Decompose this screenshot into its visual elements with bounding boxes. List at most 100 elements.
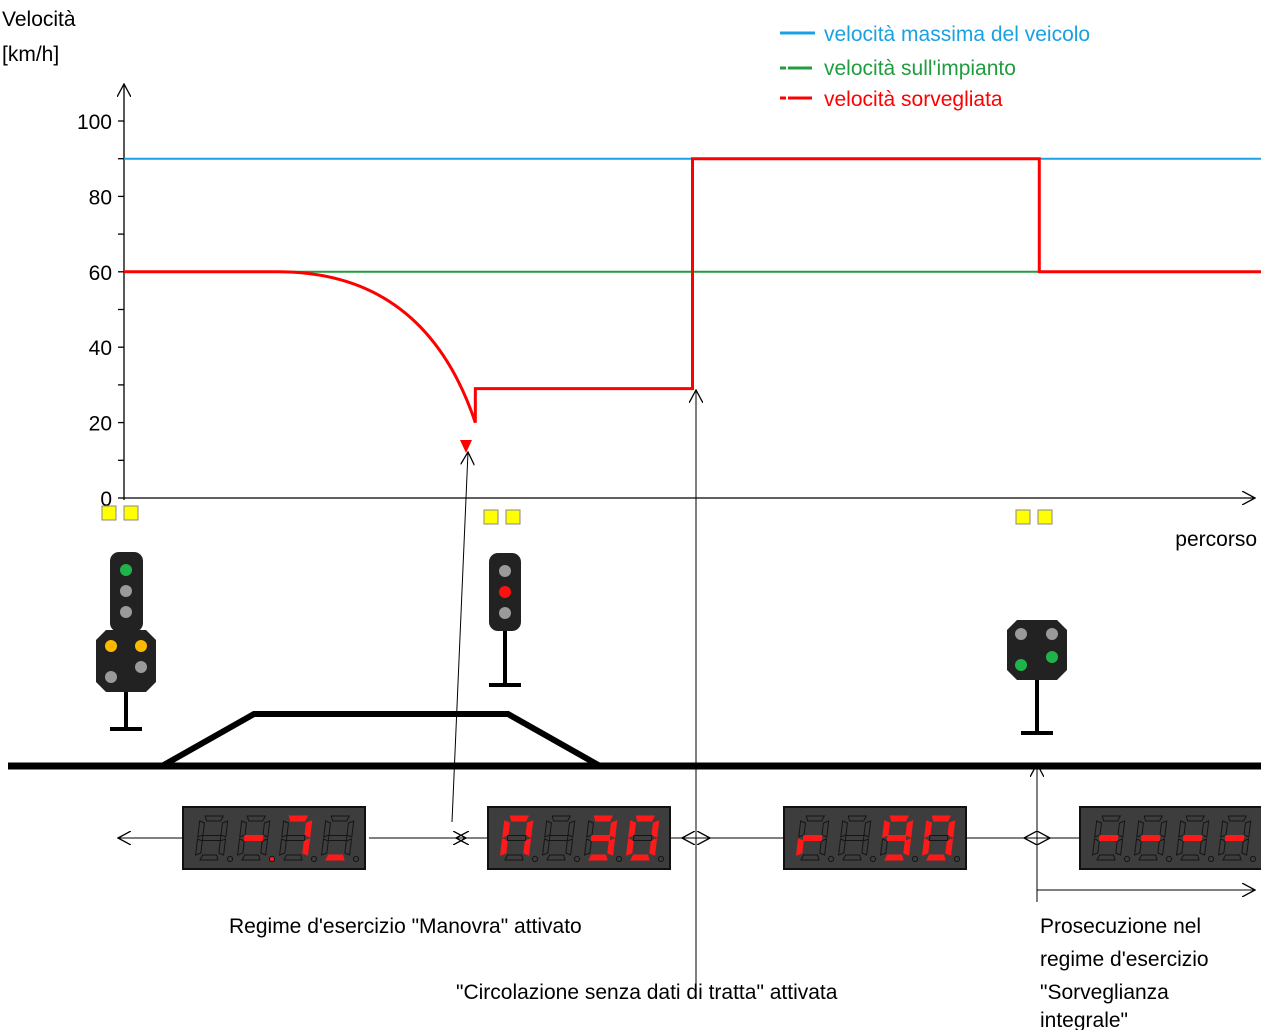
manovra-annotation: Regime d'esercizio "Manovra" attivato xyxy=(229,915,582,938)
segment-d xyxy=(926,854,946,861)
signal-1 xyxy=(96,552,156,731)
axes: 0 20 40 60 80 100 Velocità [km/h] percorso xyxy=(2,8,1257,551)
signal-1-lamp-grey-4 xyxy=(105,671,117,683)
legend-label-sorvegliata: velocità sorvegliata xyxy=(824,88,1003,111)
segment-g xyxy=(1140,835,1161,841)
segment-e xyxy=(195,838,203,856)
series-supervised-speed xyxy=(124,157,1261,424)
prosecuzione-line4: integrale" xyxy=(1040,1009,1128,1030)
segment-e xyxy=(500,838,508,856)
segment-g xyxy=(802,835,823,841)
signal-3-lamp-green-2 xyxy=(1015,659,1027,671)
signal-1-lamp-grey-2 xyxy=(120,606,132,618)
annotations: Regime d'esercizio "Manovra" attivato "C… xyxy=(229,915,1209,1030)
segment-e xyxy=(1176,838,1184,856)
segment-a xyxy=(204,815,225,822)
segment-d xyxy=(283,854,303,861)
segment-a xyxy=(1101,815,1122,822)
segment-a xyxy=(889,815,910,822)
segment-e xyxy=(796,838,804,856)
decimal-point xyxy=(226,855,234,863)
signal-3-lamp-green-1 xyxy=(1046,651,1058,663)
segment-d xyxy=(842,854,862,861)
segment-g xyxy=(285,835,306,841)
decimal-point xyxy=(268,855,276,863)
decimal-point xyxy=(953,855,961,863)
segment-a xyxy=(1143,815,1164,822)
segment-c xyxy=(218,838,227,856)
y-tick-label: 20 xyxy=(89,413,112,436)
decimal-point xyxy=(310,855,318,863)
circolazione-annotation: "Circolazione senza dati di tratta" atti… xyxy=(456,981,838,1004)
y-tick-label: 100 xyxy=(77,111,112,134)
segment-g xyxy=(1098,835,1119,841)
display-1 xyxy=(182,806,366,870)
y-ticks: 0 20 40 60 80 100 xyxy=(77,111,124,511)
decimal-point xyxy=(1123,855,1131,863)
balise-1a xyxy=(101,505,117,521)
legend-label-max: velocità massima del veicolo xyxy=(824,23,1090,46)
segment-g xyxy=(243,835,264,841)
signal-1-lamp-amber-1 xyxy=(105,640,117,652)
braking-arrowhead xyxy=(460,440,472,453)
balise-markers xyxy=(101,505,1053,525)
segment-d xyxy=(546,854,566,861)
segment-e xyxy=(1218,838,1226,856)
segment-a xyxy=(593,815,614,822)
decimal-point xyxy=(352,855,360,863)
segment-g xyxy=(506,835,527,841)
decimal-point xyxy=(869,855,877,863)
segment-c xyxy=(302,838,311,856)
display-digit xyxy=(542,815,581,863)
display-digit xyxy=(880,815,919,863)
chart-series xyxy=(124,157,1261,424)
display-2 xyxy=(487,806,671,870)
signal-1-lamp-green xyxy=(120,564,132,576)
decimal-point xyxy=(827,855,835,863)
balise-2a xyxy=(483,509,499,525)
decimal-point xyxy=(615,855,623,863)
segment-g xyxy=(327,835,348,841)
display-3 xyxy=(783,806,967,870)
decimal-point xyxy=(531,855,539,863)
decimal-point xyxy=(1165,855,1173,863)
decimal-point xyxy=(1207,855,1215,863)
signal-1-lamp-amber-2 xyxy=(135,640,147,652)
segment-d xyxy=(800,854,820,861)
signal-1-lower-head xyxy=(96,630,156,692)
segment-e xyxy=(1092,838,1100,856)
segment-g xyxy=(201,835,222,841)
segment-a xyxy=(246,815,267,822)
y-axis-label-line2: [km/h] xyxy=(2,43,59,66)
balise-3a xyxy=(1015,509,1031,525)
segment-d xyxy=(884,854,904,861)
display-digit xyxy=(195,815,234,863)
segment-a xyxy=(1227,815,1248,822)
segment-c xyxy=(903,838,912,856)
decimal-point xyxy=(1249,855,1257,863)
segment-e xyxy=(542,838,550,856)
segment-g xyxy=(1224,835,1245,841)
siding-track xyxy=(160,711,602,769)
segment-g xyxy=(548,835,569,841)
segment-g xyxy=(1182,835,1203,841)
display-digit xyxy=(500,815,539,863)
segment-a xyxy=(805,815,826,822)
segment-a xyxy=(847,815,868,822)
segment-d xyxy=(1222,854,1242,861)
segment-c xyxy=(260,838,269,856)
display-digit xyxy=(1134,815,1173,863)
display-digit xyxy=(838,815,877,863)
segment-d xyxy=(1096,854,1116,861)
decimal-point xyxy=(911,855,919,863)
display-digit xyxy=(1218,815,1257,863)
segment-a xyxy=(288,815,309,822)
display-digit xyxy=(922,815,961,863)
segment-c xyxy=(1199,838,1208,856)
signal-3-lamp-grey-1 xyxy=(1015,628,1027,640)
signal-2-lamp-grey-1 xyxy=(499,565,511,577)
segment-d xyxy=(241,854,261,861)
legend-label-impianto: velocità sull'impianto xyxy=(824,57,1016,80)
display-digit xyxy=(237,815,276,863)
